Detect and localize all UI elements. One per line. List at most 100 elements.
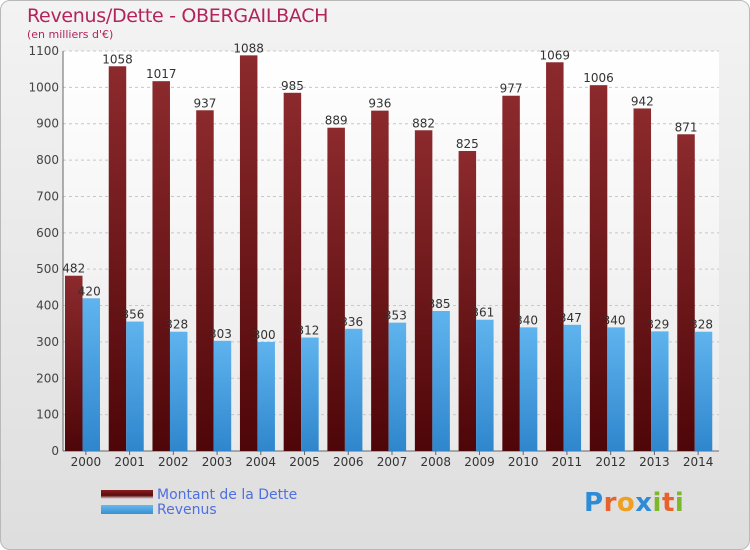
data-label-revenue: 329 [646,317,669,331]
x-tick-label: 2003 [202,455,233,469]
data-label-revenue: 353 [384,309,407,323]
bar-debt [283,92,302,452]
data-label-debt: 1088 [233,41,264,55]
y-tick-label: 300 [36,335,59,349]
bar-debt [108,66,127,451]
legend-item-debt: Montant de la Dette [101,486,298,503]
bar-debt [65,275,83,451]
x-tick-label: 2013 [639,455,670,469]
bar-debt [502,95,520,452]
data-label-revenue: 300 [253,328,276,342]
bar-debt [633,108,652,452]
bar-debt [589,85,608,451]
x-tick-label: 2004 [246,455,277,469]
y-tick-label: 500 [36,262,59,276]
x-tick-label: 2009 [464,455,495,469]
data-label-debt: 985 [281,79,304,93]
x-tick-label: 2000 [71,455,102,469]
logo-letter: x [635,488,653,518]
data-label-debt: 882 [412,116,435,130]
legend-swatch-debt [101,490,153,499]
bar-debt [414,130,433,452]
bar-revenue [257,341,275,451]
chart-subtitle: (en milliers d'€) [27,28,114,41]
bar-debt [196,110,214,451]
proxiti-logo: Proxiti [584,488,684,518]
data-label-debt: 977 [500,82,523,96]
data-label-debt: 1069 [540,48,571,62]
data-label-revenue: 356 [122,308,145,322]
legend-label-debt: Montant de la Dette [157,486,298,503]
bar-debt [371,110,389,452]
data-label-debt: 825 [456,137,479,151]
y-tick-label: 1100 [28,44,59,58]
data-label-debt: 1058 [102,52,133,66]
legend-item-revenue: Revenus [101,502,297,518]
data-label-debt: 1017 [146,67,177,81]
legend: Montant de la Dette Revenus [101,486,298,518]
y-tick-label: 800 [36,153,59,167]
data-label-revenue: 340 [515,313,538,327]
data-label-revenue: 312 [296,324,319,338]
bar-revenue [388,322,407,451]
chart-title: Revenus/Dette - OBERGAILBACH [27,5,329,27]
logo-letter: r [603,488,617,518]
bar-revenue [476,319,494,451]
data-label-debt: 1006 [583,71,614,85]
data-label-revenue: 328 [690,318,713,332]
bar-debt [677,134,695,452]
x-tick-label: 2012 [595,455,626,469]
data-label-revenue: 340 [603,313,626,327]
logo-letter: P [584,488,604,518]
bar-revenue [519,327,538,451]
bar-revenue [563,324,582,451]
y-tick-label: 100 [36,408,59,422]
y-tick-label: 400 [36,299,59,313]
logo-letter: i [674,488,685,518]
x-tick-label: 2002 [158,455,189,469]
bar-revenue [432,311,450,451]
bar-revenue [344,328,363,451]
logo-letter: o [616,488,636,518]
data-label-revenue: 303 [209,327,232,341]
x-tick-label: 2014 [683,455,714,469]
x-tick-label: 2006 [333,455,364,469]
bar-debt [239,55,258,451]
bar-debt [152,81,170,451]
data-label-revenue: 385 [428,297,451,311]
bar-debt [327,127,345,452]
legend-swatch-revenue [101,505,153,514]
x-tick-label: 2010 [508,455,539,469]
data-label-revenue: 347 [559,311,582,325]
y-tick-label: 600 [36,226,59,240]
bar-revenue [126,321,144,451]
data-label-revenue: 336 [340,315,363,329]
data-label-debt: 936 [368,97,391,111]
bar-revenue [694,331,713,451]
x-tick-label: 2008 [420,455,451,469]
y-tick-label: 700 [36,189,59,203]
bar-revenue [301,337,319,451]
data-label-revenue: 420 [78,284,101,298]
y-tick-label: 900 [36,117,59,131]
data-label-debt: 889 [325,114,348,128]
x-tick-label: 2001 [114,455,145,469]
y-tick-label: 0 [51,444,59,458]
x-tick-label: 2007 [377,455,408,469]
bar-revenue [169,331,188,451]
y-tick-label: 200 [36,371,59,385]
bar-revenue [82,298,100,451]
data-label-debt: 942 [631,94,654,108]
bar-debt [546,62,564,451]
x-tick-label: 2011 [552,455,583,469]
bar-revenue [607,327,625,451]
data-label-revenue: 361 [471,306,494,320]
data-label-revenue: 328 [165,318,188,332]
bar-revenue [651,331,669,451]
data-label-debt: 482 [62,262,85,276]
y-tick-label: 1000 [28,80,59,94]
bar-revenue [213,340,232,451]
logo-letter: i [652,488,662,518]
